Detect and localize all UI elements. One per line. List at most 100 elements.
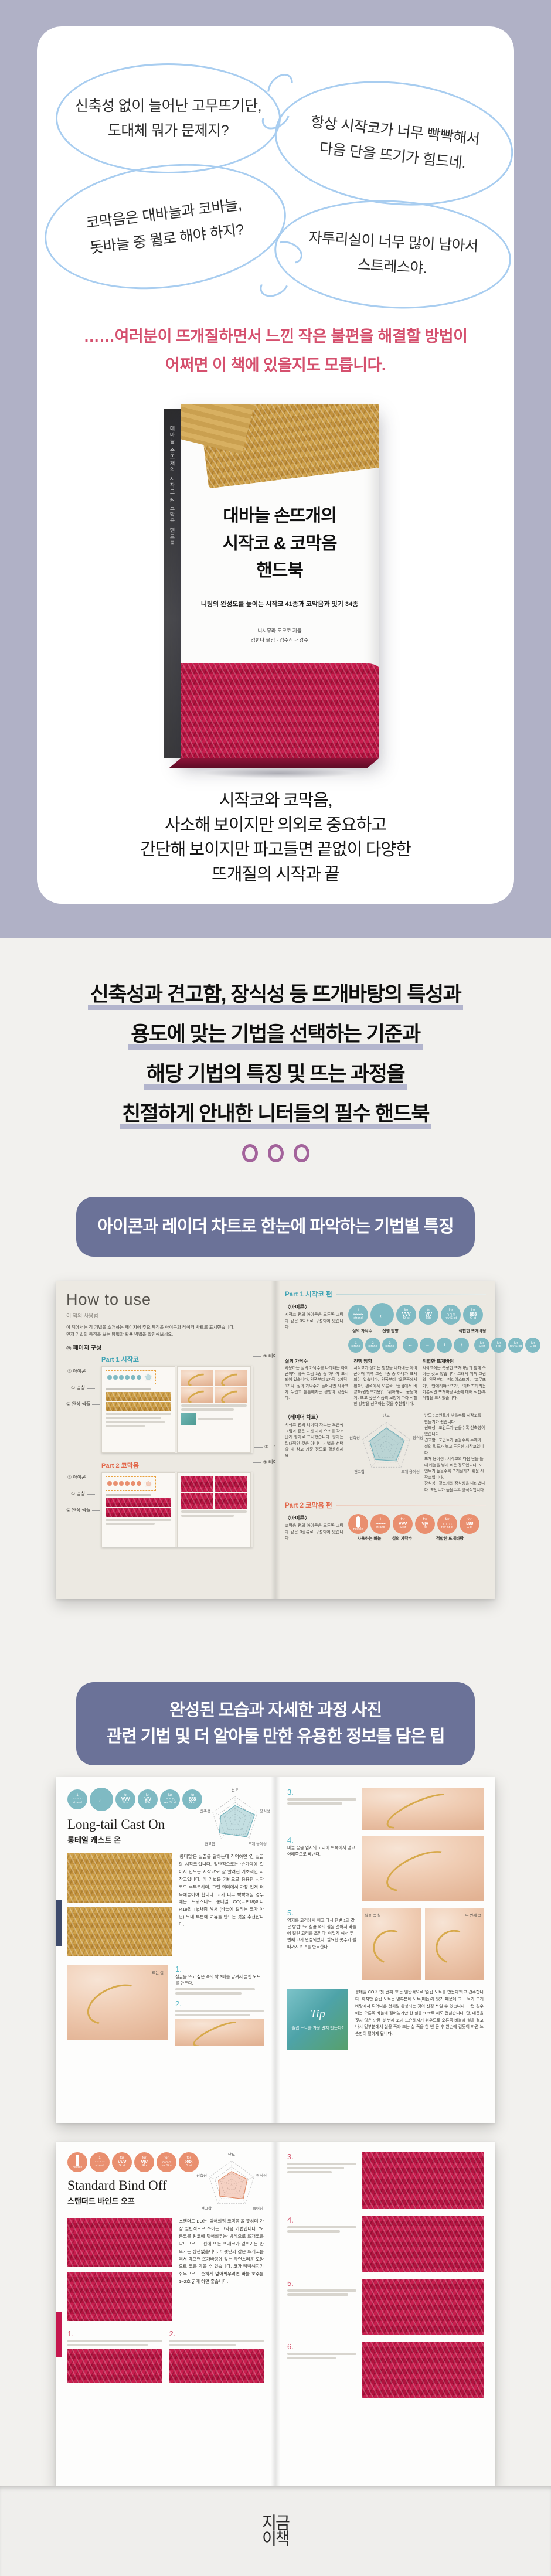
fabric-gst-icon: for 888 G st xyxy=(182,1789,202,1809)
step-number: 1. xyxy=(67,2329,74,2338)
step5-photo-a: 실끝 쪽 실 xyxy=(362,1908,421,1980)
tagline-line1: 시작코와 코막음, xyxy=(219,791,332,810)
step5-photo xyxy=(362,2279,484,2335)
finished-sample-photo xyxy=(67,2218,172,2267)
mini-page-left xyxy=(101,1472,175,1548)
spine-title: 대바늘 손뜨개의 시작코 & 코막음 핸드북 xyxy=(169,426,175,547)
speech-bubble-2: 항상 시작코가 너무 빡빡해서 다음 단을 뜨기가 힘드네. xyxy=(268,70,519,217)
mini-step-photo xyxy=(181,1387,213,1403)
bubble-text: 자투리실이 너무 많이 남아서 xyxy=(308,229,479,255)
step-number: 4. xyxy=(287,1836,294,1845)
fabric-stst-icon: for VVV St st xyxy=(396,1305,416,1325)
step-number: 2. xyxy=(175,1999,182,2009)
strand-count-icon: 1 ~~~~ strand xyxy=(90,2152,110,2172)
fabric-stst-icon: for VVV St st xyxy=(393,1514,413,1534)
technique-description: '롱테일'은 실끝을 말하는데 직역하면 '긴 실끝의 시작코'입니다. 일반적… xyxy=(179,1854,264,1928)
strand-3-icon: 3 strand xyxy=(382,1338,397,1353)
step3-photo xyxy=(362,2152,484,2209)
icon-section-label: 〈아이콘〉 xyxy=(285,1515,310,1522)
strand-1-icon: 1 strand xyxy=(348,1338,363,1353)
photo-annotation: 두 번째 코 xyxy=(465,1914,481,1918)
step6-photo xyxy=(362,2342,484,2398)
part2-icon-desc: 코막음 편의 아이콘은 오른쪽 그림과 같은 3종류로 구성되어 있습니다. xyxy=(285,1524,343,1541)
howto-intro-line2: 먼저 기법의 특징을 보는 방법과 활용 방법을 확인해보세요. xyxy=(66,1331,174,1337)
dir-left-icon: ← xyxy=(403,1338,418,1353)
part1-mini-spread xyxy=(101,1366,253,1454)
fabric-gst-icon: for 888 G st xyxy=(460,1514,479,1534)
headline-line3: 해당 기법의 특징 및 뜨는 과정을 xyxy=(144,1057,407,1090)
step2-photo xyxy=(169,2349,264,2383)
step-number: 4. xyxy=(287,2216,294,2224)
step4-photo xyxy=(362,1836,484,1901)
mini-radar-chart xyxy=(144,1479,152,1488)
book-shadow xyxy=(170,765,388,781)
callout-tip: ⑤ Tip xyxy=(254,1444,276,1449)
book-spread-standard-bind-off: needle 1 ~~~~ strand for VVV St st for V|V Rib xyxy=(56,2142,495,2486)
mini-page-right xyxy=(177,1472,251,1548)
howto-right-page: Part 1 시작코 편 〈아이콘〉 시작코 편의 아이콘은 오른쪽 그림과 같… xyxy=(276,1281,540,1599)
group-label-fabric: 적합한 뜨개바탕 xyxy=(436,1537,464,1541)
fabric-rib-icon: for V|V Rib xyxy=(134,2152,154,2172)
step3-photo xyxy=(362,1788,484,1830)
lead-line-1: ……여러분이 뜨개질하면서 느낀 작은 불편을 해결할 방법이 xyxy=(83,328,468,345)
group-label-needle: 사용하는 바늘 xyxy=(357,1537,382,1541)
mini-step-photo xyxy=(181,1476,213,1492)
callout-name: ① 명칭 xyxy=(71,1491,95,1497)
radar-chart: 난도 장식성 뜨개 용이성 견고함 신축성 xyxy=(200,1788,270,1846)
bindoff-left-page: needle 1 ~~~~ strand for VVV St st for V|V Rib xyxy=(56,2142,276,2486)
col2-header: 진행 방향 xyxy=(353,1359,372,1364)
strand-2-icon: 2 strand xyxy=(365,1338,380,1353)
book-cover-3d: 대바늘 손뜨개의 시작코 & 코막음 핸드북 대바늘 손뜨개의 시작코 & 코막… xyxy=(164,404,388,785)
speech-bubble-3: 코막음은 대바늘과 코바늘, 돗바늘 중 뭘로 해야 하지? xyxy=(37,151,294,302)
howto-intro-line1: 이 책에서는 각 기법을 소개하는 페이지에 주요 특징을 아이콘과 레이더 차… xyxy=(66,1325,235,1330)
part2-mini-spread xyxy=(101,1472,253,1548)
icon-section-label: 〈아이콘〉 xyxy=(285,1304,310,1310)
group-label-direction: 진행 방향 xyxy=(382,1329,399,1333)
step1-caption: 실끝을 뜨고 싶은 폭의 약 3배를 남겨서 슬립 노트를 만든다. xyxy=(175,1974,261,1986)
bubble-text: 스트레스야. xyxy=(356,256,428,277)
step-number: 3. xyxy=(287,1788,294,1796)
fabric-rib-icon: for Rib xyxy=(491,1338,506,1353)
fabric-stst-icon: for VVV St st xyxy=(112,2152,132,2172)
strand-count-icon: 1 ~~~~ strand xyxy=(370,1514,390,1534)
part1-section-header: Part 1 시작코 편 xyxy=(285,1289,486,1299)
fabric-gst-icon: for 888 G st xyxy=(179,2152,199,2172)
cover-author: 니시무라 도모코 지음 xyxy=(257,628,302,634)
book-tagline: 시작코와 코막음, 사소해 보이지만 의외로 중요하고 간단해 보이지만 파고들… xyxy=(37,788,514,887)
radar-chart: 난도 장식성 풀어짐 견고함 신축성 xyxy=(196,2153,267,2211)
part2-label: Part 2 코막음 xyxy=(101,1462,139,1470)
fabric-gst-icon: for 888 G st xyxy=(463,1305,483,1325)
bubble-text: 도대체 뭐가 문제지? xyxy=(107,122,229,139)
howto-structure-label: ◎ 페이지 구성 xyxy=(66,1345,102,1352)
cover-credits: 니시무라 도모코 지음 김한나 옮김 · 김수산나 감수 xyxy=(181,626,379,645)
part1-thumbnail-block: Part 1 시작코 ④ 레이더 차트 xyxy=(66,1353,291,1454)
photo-annotation: 실끝 쪽 실 xyxy=(365,1914,381,1918)
cover-title-line1: 대바늘 손뜨개의 xyxy=(223,506,337,526)
feature-header-1: 아이콘과 레이더 차트로 한눈에 파악하는 기법별 특징 xyxy=(76,1197,475,1257)
needle-icon: needle xyxy=(67,2152,87,2172)
icon-callout-box xyxy=(106,1370,156,1385)
step-number: 5. xyxy=(287,2279,294,2288)
bubble-text: 신축성 없이 늘어난 고무뜨기단, xyxy=(74,97,262,114)
col1-text: 사용하는 실의 가닥수를 나타내는 아이콘이며 위쪽 그림 3종 중 하나가 표… xyxy=(285,1366,349,1400)
callout-sample: ② 완성 샘플 xyxy=(66,1507,100,1513)
book-spread-how-to-use: How to use 이 책의 사용법 이 책에서는 각 기법을 소개하는 페이… xyxy=(56,1281,540,1599)
dir-outward-icon: + xyxy=(437,1338,452,1353)
part2-thumbnail-block: Part 2 코막음 ④ 레이더 차트 xyxy=(66,1459,291,1548)
divider-dot xyxy=(293,1144,309,1162)
strand-count-icon: 1 ~~~~ strand xyxy=(67,1789,87,1809)
step1-photo xyxy=(67,2349,162,2383)
mini-step-photo xyxy=(215,1370,247,1386)
direction-icon: ← xyxy=(90,1788,113,1811)
direction-icon: ← xyxy=(370,1303,394,1326)
fabric-revstst-icon: for ∩∩∩ rev St st xyxy=(437,1514,457,1534)
cover-subtitle: 니팅의 완성도를 높이는 시작코 41종과 코막음과 잇기 34종 xyxy=(200,601,359,608)
dir-right-icon: → xyxy=(420,1338,435,1353)
callout-name: ① 명칭 xyxy=(71,1384,95,1391)
needle-icon: needle xyxy=(348,1514,368,1534)
finished-sample-photo xyxy=(67,1907,172,1956)
radar-note-4: 뜨개 용이성 : 시작코의 다음 단을 뜰 때 바늘을 넣기 쉬운 정도입니다.… xyxy=(424,1457,484,1480)
step2-photo xyxy=(175,2019,264,2046)
